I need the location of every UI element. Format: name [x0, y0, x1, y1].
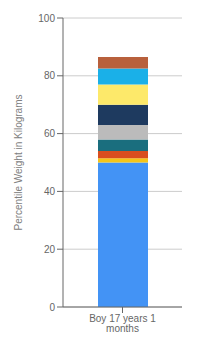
svg-text:20: 20: [44, 244, 56, 255]
svg-text:0: 0: [49, 302, 55, 313]
svg-text:Percentile Weight in Kilograms: Percentile Weight in Kilograms: [13, 95, 24, 231]
svg-text:100: 100: [38, 13, 55, 24]
svg-text:40: 40: [44, 186, 56, 197]
svg-text:60: 60: [44, 128, 56, 139]
svg-text:Boy 17 years 1months: Boy 17 years 1months: [89, 313, 156, 334]
svg-text:80: 80: [44, 70, 56, 81]
